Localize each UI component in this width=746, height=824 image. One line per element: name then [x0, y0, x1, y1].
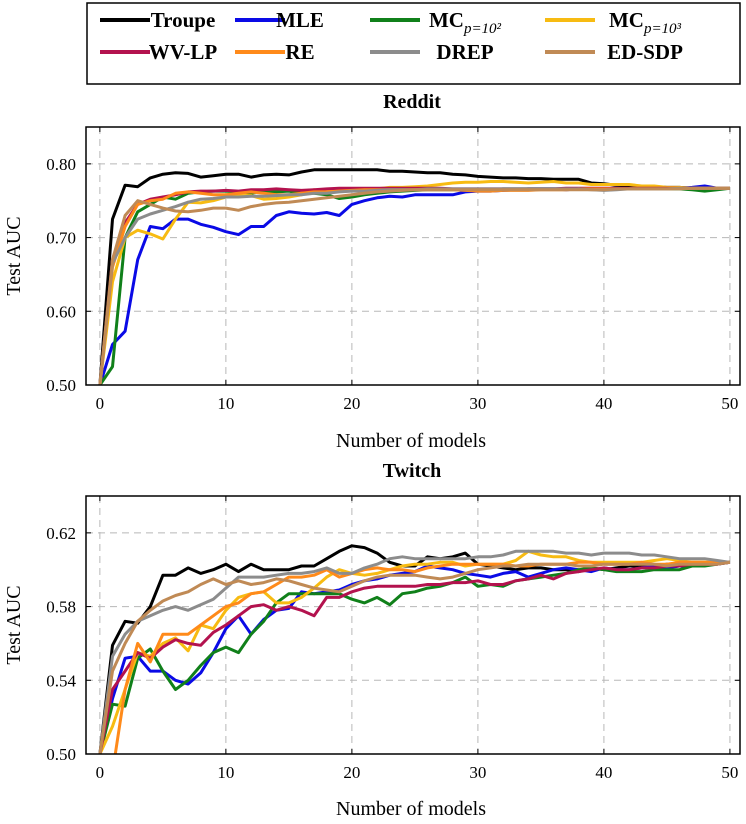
chart-title: Twitch	[383, 460, 442, 482]
plot-frame	[85, 495, 741, 755]
legend-item: DREP	[370, 40, 494, 64]
x-tick-label: 20	[343, 763, 360, 782]
legend-item: Troupe	[100, 8, 215, 32]
legend-label-text: DREP	[436, 40, 493, 64]
series-line-re	[98, 186, 730, 385]
chart-title: Reddit	[383, 91, 441, 113]
series-line-ed-sdp	[98, 186, 730, 385]
x-tick-label: 40	[595, 394, 612, 413]
series-line-wv-lp	[98, 560, 731, 754]
legend-label-text: RE	[285, 40, 314, 64]
series-line-troupe	[98, 544, 730, 754]
legend-item: MLE	[235, 8, 324, 32]
series-group	[98, 168, 731, 385]
legend-item: WV-LP	[100, 40, 217, 64]
y-tick-label: 0.50	[46, 745, 76, 764]
legend-box	[86, 2, 741, 85]
legend-label-text: Troupe	[151, 8, 216, 32]
y-tick-label: 0.58	[46, 598, 76, 617]
x-tick-label: 50	[721, 394, 738, 413]
series-line-mle	[98, 184, 730, 385]
series-line-wv-lp	[98, 186, 730, 385]
x-axis-label: Number of models	[336, 430, 486, 452]
series-group	[98, 544, 731, 754]
chart-reddit: 0 10 20 30 40 50 0.50 0.60 0.70 0.80 Reddit Number …	[3, 91, 741, 452]
y-axis-label: Test AUC	[3, 216, 25, 295]
series-line-mc-p-10-2	[98, 560, 731, 754]
series-line-mc-p-10-3	[98, 549, 730, 754]
legend-label: DREP	[436, 40, 493, 64]
series-line-re	[99, 560, 730, 754]
x-tick-label: 10	[217, 763, 234, 782]
x-tick-label: 40	[595, 763, 612, 782]
y-tick-label: 0.50	[46, 376, 76, 395]
legend-label-subscript: p=10³	[643, 21, 682, 37]
y-tick-label: 0.62	[46, 524, 76, 543]
x-tick-label: 30	[469, 763, 486, 782]
y-axis-label: Test AUC	[3, 585, 25, 664]
legend-item: ED-SDP	[545, 40, 683, 64]
legend-label: ED-SDP	[607, 40, 683, 64]
x-axis-label: Number of models	[336, 798, 486, 820]
x-tick-label: 10	[217, 394, 234, 413]
y-tick-label: 0.54	[46, 671, 76, 690]
chart-twitch: 0 10 20 30 40 50 0.50 0.54 0.58 0.62 Twitch Number …	[3, 460, 741, 820]
legend-label: MCp=10²	[429, 8, 502, 37]
x-tick-label: 20	[343, 394, 360, 413]
legend-label: MCp=10³	[609, 8, 682, 37]
legend-label: MLE	[276, 8, 324, 32]
y-tick-label: 0.60	[46, 302, 76, 321]
legend-item: MCp=10²	[370, 8, 502, 37]
legend-label-text: MC	[429, 8, 464, 32]
x-tick-label: 50	[721, 763, 738, 782]
legend-item: RE	[235, 40, 315, 64]
y-tick-label: 0.80	[46, 155, 76, 174]
x-tick-label: 0	[96, 394, 105, 413]
series-line-drep	[98, 549, 731, 754]
x-tick-label: 30	[469, 394, 486, 413]
legend-label-text: WV-LP	[149, 40, 218, 64]
legend-label-text: ED-SDP	[607, 40, 683, 64]
legend-label-text: MC	[609, 8, 644, 32]
legend-label: RE	[285, 40, 314, 64]
y-tick-label: 0.70	[46, 229, 76, 248]
legend-label: WV-LP	[149, 40, 218, 64]
legend-label-subscript: p=10²	[463, 21, 502, 37]
series-line-drep	[98, 186, 730, 385]
legend-label: Troupe	[151, 8, 216, 32]
plot-frame	[85, 126, 741, 386]
series-line-ed-sdp	[98, 560, 731, 754]
series-line-mc-p-10-2	[98, 186, 731, 385]
x-tick-label: 0	[96, 763, 105, 782]
legend-label-text: MLE	[276, 8, 324, 32]
legend-item: MCp=10³	[545, 8, 682, 37]
